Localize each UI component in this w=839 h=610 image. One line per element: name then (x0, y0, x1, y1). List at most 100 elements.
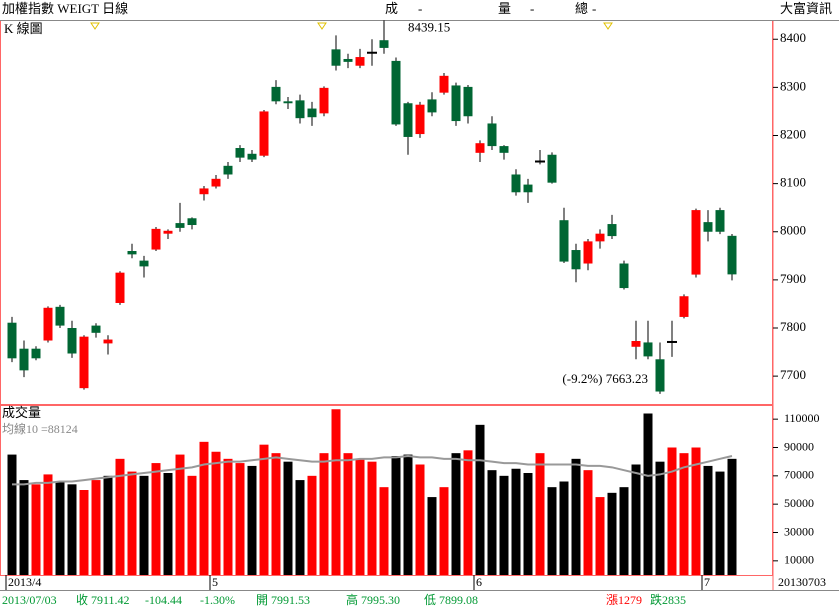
header-item: 量 (498, 1, 511, 16)
candle-body (127, 251, 137, 255)
status-item: -1.30% (200, 593, 235, 607)
volume-bar (427, 497, 437, 575)
candle-body (79, 336, 89, 389)
candle-body (379, 40, 389, 48)
candle-body (415, 104, 425, 135)
candle-body (595, 233, 605, 242)
y-tick-label: 7900 (780, 271, 806, 286)
candle-body (187, 218, 197, 226)
x-tick-label: 7 (704, 575, 710, 589)
volume-bar (379, 487, 389, 575)
candle-body (55, 306, 65, 326)
candle-body (163, 230, 173, 234)
candle-body (463, 86, 473, 117)
header-item: - (418, 1, 422, 16)
status-item: 2013/07/03 (2, 593, 57, 607)
candle-body (115, 272, 125, 303)
volume-bar (223, 458, 233, 575)
candle-body (43, 307, 53, 341)
volume-bar (211, 451, 221, 575)
header-title: 加權指數 WEIGT 日線 (2, 1, 128, 16)
candle-body (151, 228, 161, 250)
volume-bar (295, 480, 305, 575)
volume-bar (175, 454, 185, 575)
volume-bar (247, 465, 257, 575)
y-tick-label: 10000 (784, 553, 814, 567)
volume-bar (655, 461, 665, 575)
volume-bar (619, 487, 629, 575)
volume-bar (127, 471, 137, 575)
volume-bar (91, 480, 101, 575)
volume-bar (199, 441, 209, 575)
candle-body (607, 224, 617, 237)
candle-body (451, 85, 461, 122)
y-tick-label: 7800 (780, 319, 806, 334)
ma-label: 均線10 =88124 (2, 421, 78, 436)
volume-bar (7, 454, 17, 575)
candle-body (643, 342, 653, 357)
candle-body (523, 184, 533, 193)
volume-bar (31, 484, 41, 575)
volume-bar (283, 461, 293, 575)
header-item: 總 (575, 1, 588, 16)
volume-bar (115, 458, 125, 575)
volume-bar (235, 463, 245, 575)
header-item: - (592, 1, 596, 16)
y-tick-label: 30000 (784, 524, 814, 538)
y-tick-label: 8300 (780, 78, 806, 93)
marker (317, 22, 327, 30)
volume-bar (259, 444, 269, 575)
volume-bar (511, 468, 521, 575)
status-item: 低 7899.08 (424, 593, 478, 607)
y-tick-label: 8400 (780, 30, 806, 45)
volume-bar (607, 492, 617, 575)
volume-bar (475, 424, 485, 575)
candle-body (343, 58, 353, 62)
status-item: 開 7991.53 (256, 593, 310, 607)
candle-body (559, 220, 569, 262)
candle-body (535, 160, 545, 163)
candle-body (355, 57, 365, 66)
candle-body (511, 174, 521, 193)
volume-bar (571, 458, 581, 575)
volume-bar (643, 413, 653, 575)
candle-body (331, 49, 341, 66)
candle-body (31, 348, 41, 359)
candle-body (487, 123, 497, 147)
volume-bar (691, 447, 701, 575)
volume-bar (271, 453, 281, 575)
volume-bar (307, 475, 317, 575)
candle-body (199, 188, 209, 195)
volume-bar (391, 456, 401, 575)
x-tick-label: 2013/4 (8, 575, 41, 589)
high-annotation: 8439.15 (408, 19, 450, 34)
axis-date: 20130703 (778, 575, 826, 589)
brand: 大富資訊 (780, 1, 832, 16)
y-tick-label: 90000 (784, 439, 814, 453)
status-item: -104.44 (145, 593, 182, 607)
y-tick-label: 8100 (780, 175, 806, 190)
candle-body (703, 222, 713, 232)
candle-body (403, 103, 413, 137)
candle-body (691, 210, 701, 275)
header-item: - (530, 1, 534, 16)
candle-body (295, 100, 305, 119)
volume-bar (523, 473, 533, 575)
candle-body (283, 101, 293, 104)
volume-bar (103, 475, 113, 575)
volume-bar (439, 487, 449, 575)
candle-body (235, 148, 245, 158)
candle-body (727, 235, 737, 275)
x-tick-label: 5 (212, 575, 218, 589)
volume-title: 成交量 (2, 405, 41, 420)
volume-bar (139, 475, 149, 575)
volume-bar (319, 453, 329, 575)
volume-bar (43, 474, 53, 575)
volume-bar (487, 470, 497, 575)
volume-bar (727, 458, 737, 575)
volume-bar (367, 461, 377, 575)
price-title: K 線圖 (4, 21, 43, 36)
candle-body (223, 165, 233, 175)
y-tick-label: 8000 (780, 223, 806, 238)
